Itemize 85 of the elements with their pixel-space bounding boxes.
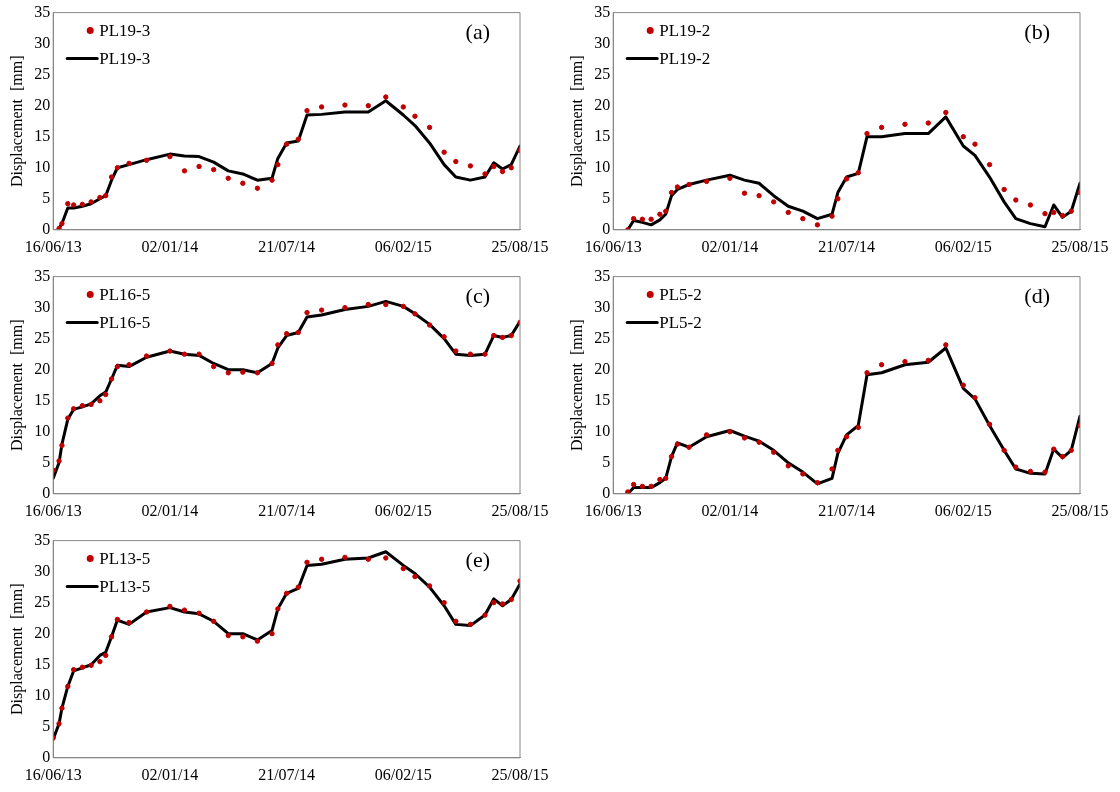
- annotation: (d): [1024, 283, 1050, 309]
- x-tick-label: 06/02/15: [374, 765, 432, 783]
- y-tick-label: 35: [594, 2, 611, 20]
- x-tick-label: 06/02/15: [934, 237, 992, 255]
- y-tick-label: 0: [42, 484, 51, 501]
- x-tick-label: 02/01/14: [141, 501, 199, 519]
- y-axis-title: Displacement [mm]: [567, 319, 586, 451]
- y-tick-label: 10: [594, 157, 611, 175]
- annotation: (a): [465, 19, 490, 45]
- legend-label: PL13-5: [99, 577, 151, 597]
- x-tick-label: 21/07/14: [258, 765, 316, 783]
- y-tick-label: 5: [602, 452, 611, 470]
- y-tick-label: 15: [34, 654, 51, 672]
- legend-label: PL19-3: [99, 21, 151, 41]
- x-tick-label: 21/07/14: [818, 237, 876, 255]
- x-tick-label: 02/01/14: [701, 237, 759, 255]
- y-tick-label: 20: [34, 95, 51, 113]
- annotation: (c): [465, 283, 490, 309]
- y-tick-label: 15: [34, 126, 51, 144]
- y-tick-label: 25: [34, 328, 51, 346]
- x-tick-label: 06/02/15: [934, 501, 992, 519]
- legend-label: PL16-5: [99, 285, 151, 305]
- y-tick-label: 25: [594, 64, 611, 82]
- y-tick-label: 0: [42, 220, 51, 237]
- y-tick-label: 25: [594, 328, 611, 346]
- x-tick-label: 02/01/14: [701, 501, 759, 519]
- y-tick-label: 10: [34, 421, 51, 439]
- y-tick-label: 25: [34, 592, 51, 610]
- x-tick-label: 21/07/14: [258, 237, 316, 255]
- y-tick-label: 15: [34, 390, 51, 408]
- x-tick-label: 21/07/14: [258, 501, 316, 519]
- y-tick-label: 10: [34, 685, 51, 703]
- x-tick-label: 16/06/13: [24, 765, 82, 783]
- annotation: (b): [1024, 19, 1050, 45]
- y-tick-label: 20: [34, 623, 51, 641]
- y-tick-label: 30: [34, 297, 51, 315]
- y-tick-label: 5: [42, 188, 51, 206]
- x-tick-label: 25/08/15: [491, 765, 549, 783]
- y-tick-label: 20: [594, 359, 611, 377]
- x-tick-label: 06/02/15: [374, 501, 432, 519]
- x-tick-label: 25/08/15: [1051, 237, 1109, 255]
- y-tick-label: 30: [34, 33, 51, 51]
- legend-label: PL16-5: [99, 313, 151, 333]
- x-tick-label: 16/06/13: [584, 501, 642, 519]
- y-tick-label: 20: [594, 95, 611, 113]
- y-tick-label: 15: [594, 390, 611, 408]
- y-axis-title: Displacement [mm]: [7, 583, 26, 715]
- y-tick-label: 30: [594, 297, 611, 315]
- y-tick-label: 25: [34, 64, 51, 82]
- y-axis-title: Displacement [mm]: [567, 55, 586, 187]
- y-tick-label: 15: [594, 126, 611, 144]
- legend-label: PL5-2: [659, 285, 702, 305]
- y-tick-label: 30: [594, 33, 611, 51]
- legend-label: PL19-2: [659, 49, 711, 69]
- x-tick-label: 16/06/13: [24, 501, 82, 519]
- y-tick-label: 10: [594, 421, 611, 439]
- y-tick-label: 5: [42, 716, 51, 734]
- y-tick-label: 0: [42, 748, 51, 765]
- y-tick-label: 10: [34, 157, 51, 175]
- x-tick-label: 16/06/13: [584, 237, 642, 255]
- y-tick-label: 0: [602, 484, 611, 501]
- x-tick-label: 16/06/13: [24, 237, 82, 255]
- x-tick-label: 25/08/15: [491, 501, 549, 519]
- y-tick-label: 20: [34, 359, 51, 377]
- y-tick-label: 35: [34, 266, 51, 284]
- y-tick-label: 5: [602, 188, 611, 206]
- y-axis-title: Displacement [mm]: [7, 55, 26, 187]
- y-axis-title: Displacement [mm]: [7, 319, 26, 451]
- y-tick-label: 0: [602, 220, 611, 237]
- x-tick-label: 06/02/15: [374, 237, 432, 255]
- x-tick-label: 02/01/14: [141, 765, 199, 783]
- x-tick-label: 02/01/14: [141, 237, 199, 255]
- legend-label: PL19-3: [99, 49, 151, 69]
- y-tick-label: 35: [34, 2, 51, 20]
- y-tick-label: 5: [42, 452, 51, 470]
- legend-label: PL13-5: [99, 549, 151, 569]
- x-tick-label: 25/08/15: [1051, 501, 1109, 519]
- y-tick-label: 35: [594, 266, 611, 284]
- x-tick-label: 21/07/14: [818, 501, 876, 519]
- x-tick-label: 25/08/15: [491, 237, 549, 255]
- y-tick-label: 30: [34, 561, 51, 579]
- legend-label: PL5-2: [659, 313, 702, 333]
- annotation: (e): [465, 547, 490, 573]
- legend-label: PL19-2: [659, 21, 711, 41]
- y-tick-label: 35: [34, 530, 51, 548]
